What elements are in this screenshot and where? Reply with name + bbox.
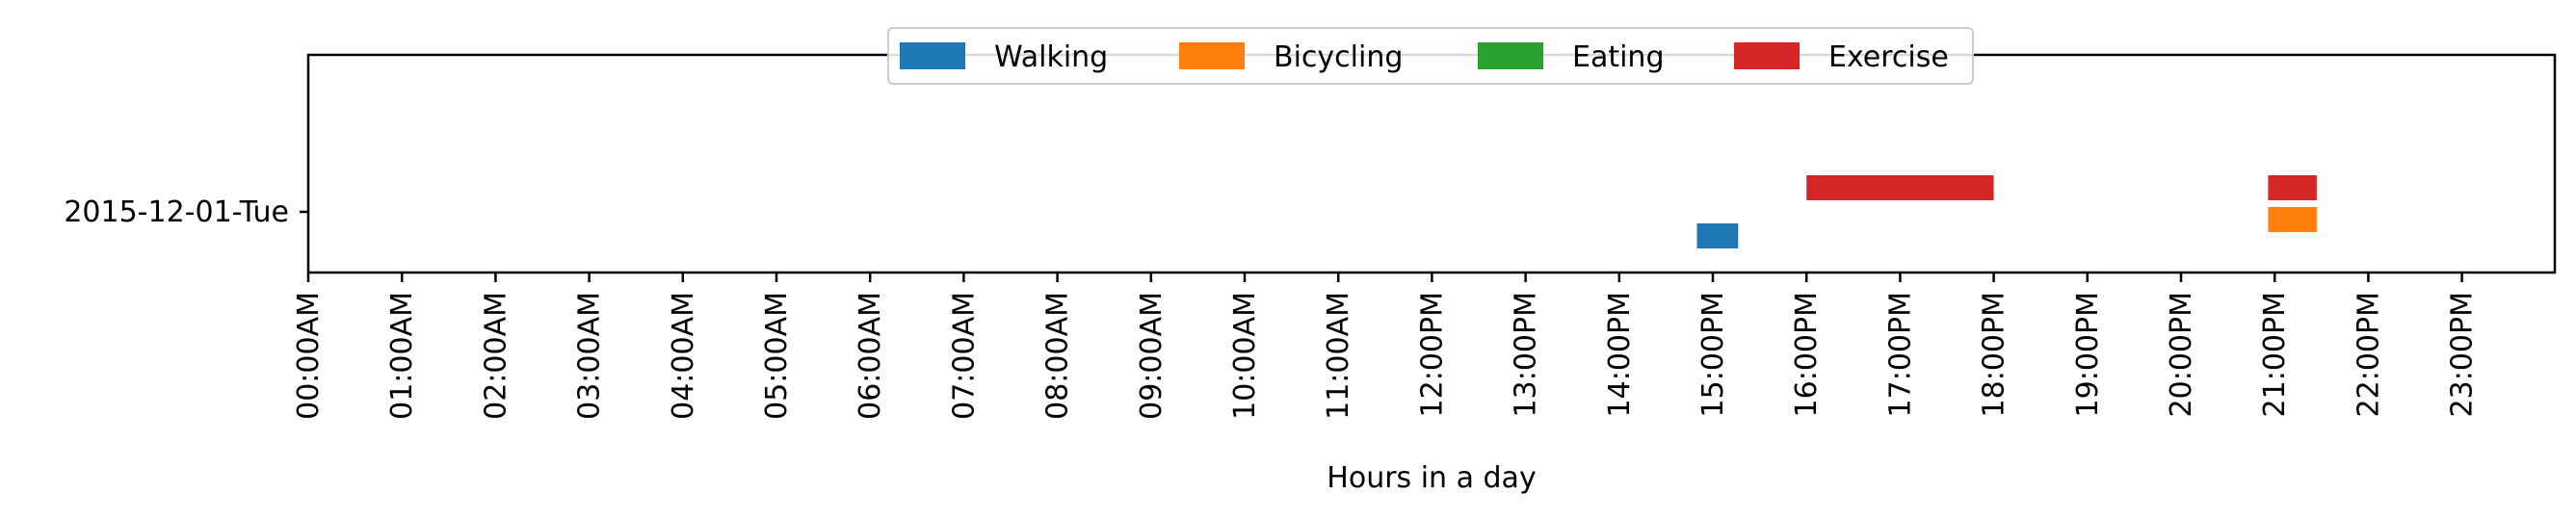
x-tick-label-4: 04:00AM: [667, 292, 700, 420]
x-tick-label-3: 03:00AM: [573, 292, 607, 420]
x-tick-label-13: 13:00PM: [1510, 292, 1543, 417]
x-tick-label-22: 22:00PM: [2352, 292, 2385, 417]
legend-frame: [887, 27, 1974, 85]
legend-swatch-bicycling: [1179, 42, 1245, 69]
x-tick-label-11: 11:00AM: [1322, 292, 1355, 420]
x-tick-label-18: 18:00PM: [1978, 292, 2011, 417]
bicycling-bar-0: [2268, 207, 2317, 232]
bars-layer: [1696, 175, 2317, 248]
legend-swatch-exercise: [1734, 42, 1800, 69]
exercise-bar-1: [2268, 175, 2317, 200]
x-tick-label-7: 07:00AM: [947, 292, 981, 420]
x-axis: 00:00AM 01:00AM 02:00AM 03:00AM 04:00AM 05:00…: [292, 273, 2480, 420]
legend-label-eating: Eating: [1572, 40, 1665, 74]
x-axis-label: Hours in a day: [1327, 461, 1536, 495]
legend-label-exercise: Exercise: [1828, 40, 1949, 74]
x-tick-label-10: 10:00AM: [1228, 292, 1262, 420]
x-tick-label-20: 20:00PM: [2165, 292, 2198, 417]
legend-label-bicycling: Bicycling: [1274, 40, 1403, 74]
x-tick-label-12: 12:00PM: [1415, 292, 1449, 417]
x-tick-label-16: 16:00PM: [1790, 292, 1824, 417]
x-tick-label-0: 00:00AM: [292, 292, 326, 420]
x-tick-label-1: 01:00AM: [385, 292, 419, 420]
x-tick-label-2: 02:00AM: [479, 292, 513, 420]
x-tick-label-19: 19:00PM: [2071, 292, 2105, 417]
x-tick-label-6: 06:00AM: [854, 292, 887, 420]
x-tick-label-9: 09:00AM: [1135, 292, 1169, 420]
x-tick-label-15: 15:00PM: [1696, 292, 1730, 417]
y-tick-label-0: 2015-12-01-Tue: [64, 195, 289, 229]
x-tick-label-21: 21:00PM: [2258, 292, 2292, 417]
x-tick-label-5: 05:00AM: [760, 292, 794, 420]
legend-label-walking: Walking: [994, 40, 1108, 74]
legend-swatch-eating: [1478, 42, 1543, 69]
x-tick-label-14: 14:00PM: [1603, 292, 1637, 417]
walking-bar-0: [1696, 223, 1739, 248]
legend-swatch-walking: [900, 42, 965, 69]
x-tick-label-8: 08:00AM: [1041, 292, 1075, 420]
exercise-bar-0: [1806, 175, 1994, 200]
plot-frame: [306, 53, 2557, 274]
legend: Walking Bicycling Eating Exercise: [887, 27, 1974, 85]
x-tick-label-23: 23:00PM: [2446, 292, 2480, 417]
x-tick-label-17: 17:00PM: [1883, 292, 1917, 417]
y-axis: 2015-12-01-Tue: [64, 195, 308, 229]
